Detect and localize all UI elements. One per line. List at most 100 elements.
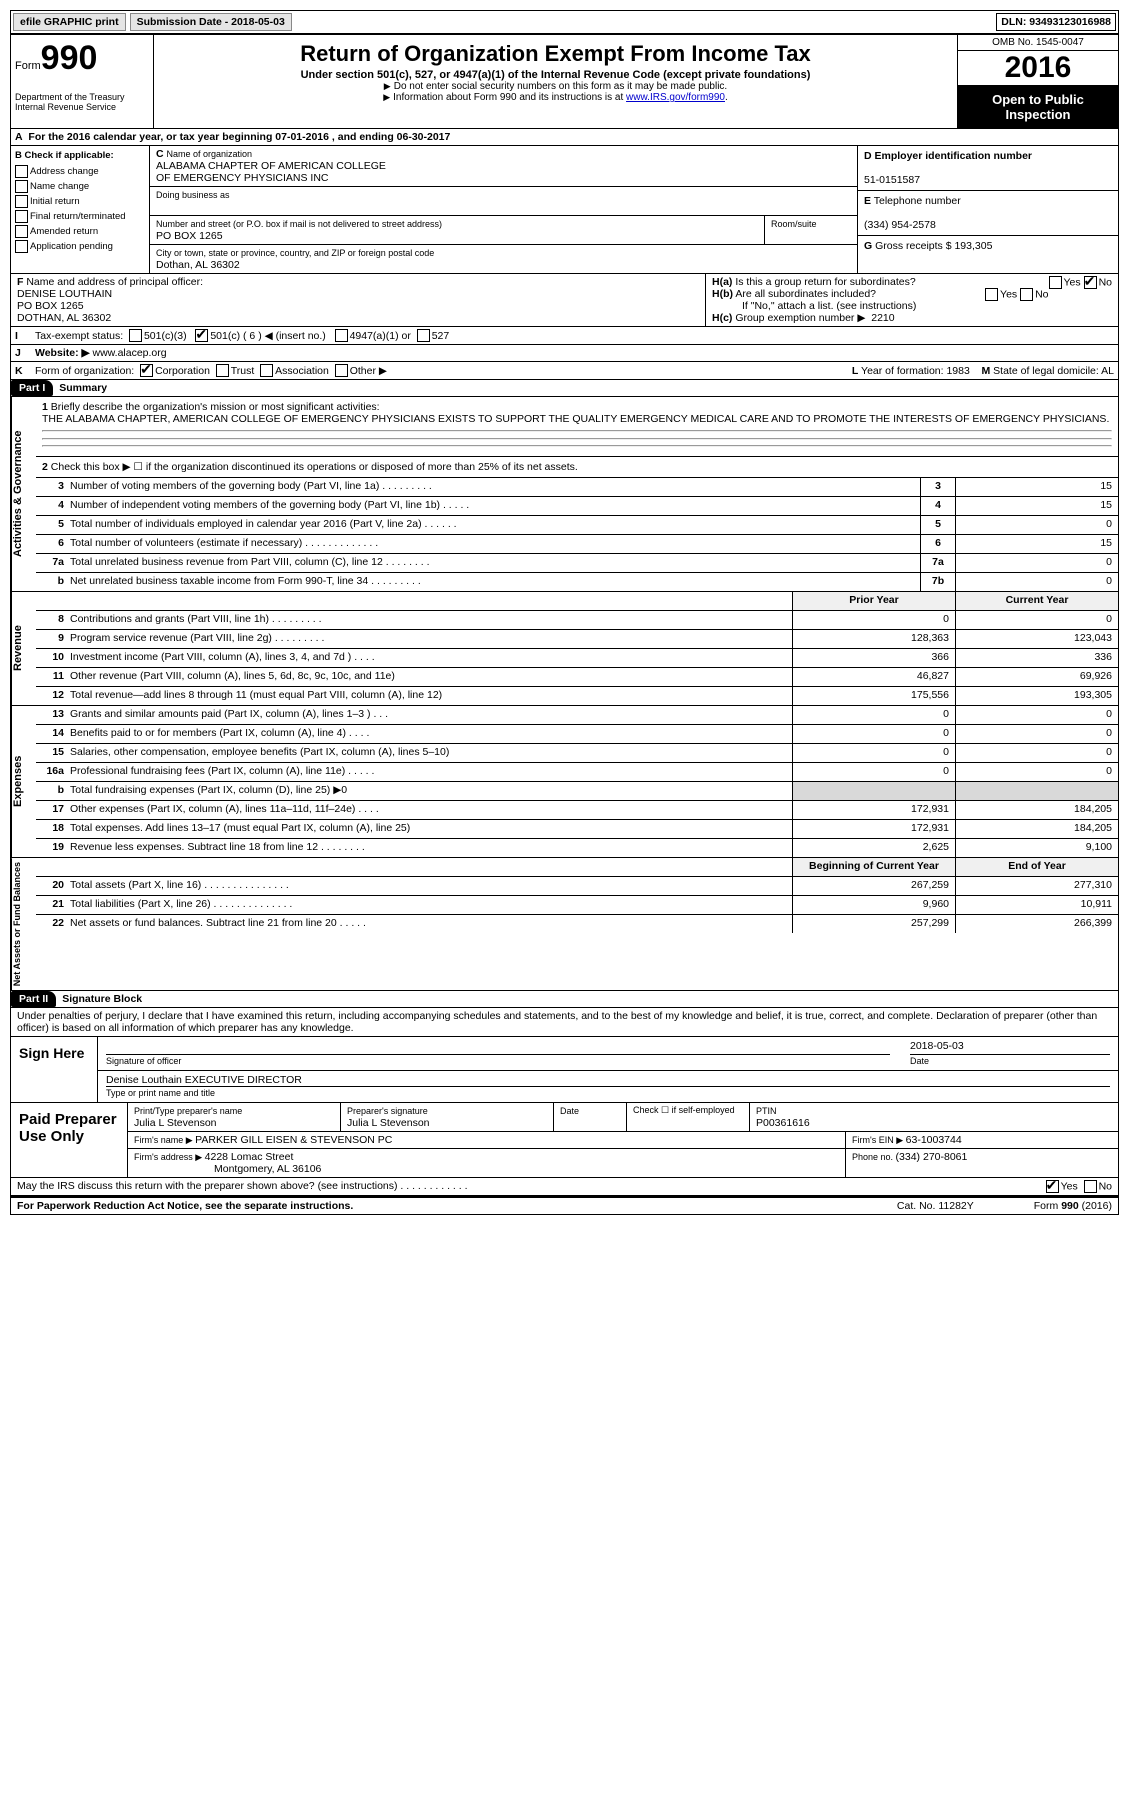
form-header: Form990 Department of the Treasury Inter…	[10, 35, 1119, 129]
section-c: C Name of organization ALABAMA CHAPTER O…	[150, 146, 857, 273]
row-j: J Website: ▶ www.alacep.org	[10, 345, 1119, 362]
ein-value: 51-0151587	[864, 174, 920, 186]
footer-row: For Paperwork Reduction Act Notice, see …	[10, 1196, 1119, 1215]
cb-initial-return[interactable]: Initial return	[15, 195, 145, 208]
part-2-title: Signature Block	[56, 991, 148, 1007]
row-k-l-m: K Form of organization: Corporation Trus…	[10, 362, 1119, 380]
firm-addr2: Montgomery, AL 36106	[214, 1163, 321, 1175]
efile-print-button[interactable]: efile GRAPHIC print	[13, 13, 126, 31]
cb-application-pending[interactable]: Application pending	[15, 240, 145, 253]
summary-line: 16aProfessional fundraising fees (Part I…	[36, 763, 1118, 782]
summary-line: 7aTotal unrelated business revenue from …	[36, 554, 1118, 573]
prep-name: Julia L Stevenson	[134, 1117, 217, 1129]
dln-box: DLN: 93493123016988	[996, 13, 1116, 31]
subdate-value: 2018-05-03	[231, 16, 285, 28]
sig-officer-label: Signature of officer	[106, 1056, 181, 1066]
summary-line: 12Total revenue—add lines 8 through 11 (…	[36, 687, 1118, 705]
section-f: F Name and address of principal officer:…	[11, 274, 706, 326]
form-org-label: Form of organization:	[35, 365, 134, 377]
firm-addr-label: Firm's address ▶	[134, 1152, 205, 1162]
phone-label: Telephone number	[874, 195, 961, 207]
cb-amended-return[interactable]: Amended return	[15, 225, 145, 238]
current-year-header: Current Year	[955, 592, 1118, 610]
dba-label: Doing business as	[156, 190, 230, 200]
hb-text: Are all subordinates included?	[735, 288, 876, 300]
address-label: Number and street (or P.O. box if mail i…	[156, 219, 442, 229]
summary-line: 19Revenue less expenses. Subtract line 1…	[36, 839, 1118, 857]
opt-4947: 4947(a)(1) or	[350, 330, 411, 342]
cb-name-change[interactable]: Name change	[15, 180, 145, 193]
state-domicile-val: AL	[1101, 365, 1114, 377]
city-value: Dothan, AL 36302	[156, 259, 240, 271]
expenses-section: Expenses 13Grants and similar amounts pa…	[10, 706, 1119, 858]
year-formation-label: Year of formation:	[861, 365, 946, 377]
summary-line: 5Total number of individuals employed in…	[36, 516, 1118, 535]
sign-date: 2018-05-03	[910, 1040, 1110, 1055]
mission-block: 1 Briefly describe the organization's mi…	[36, 397, 1118, 457]
begin-year-header: Beginning of Current Year	[792, 858, 955, 876]
sign-here-label: Sign Here	[11, 1037, 98, 1102]
summary-line: 9Program service revenue (Part VIII, lin…	[36, 630, 1118, 649]
firm-phone: (334) 270-8061	[896, 1151, 968, 1163]
year-cell: OMB No. 1545-0047 2016 Open to Public In…	[957, 35, 1118, 128]
instructions-link[interactable]: www.IRS.gov/form990	[626, 92, 725, 103]
dba-cell: Doing business as	[150, 187, 857, 216]
instructions-note: Information about Form 990 and its instr…	[164, 92, 947, 103]
phone-cell: E Telephone number (334) 954-2578	[858, 191, 1118, 236]
summary-line: 4Number of independent voting members of…	[36, 497, 1118, 516]
form-number: 990	[41, 39, 98, 77]
firm-ein: 63-1003744	[906, 1134, 962, 1146]
summary-line: 20Total assets (Part X, line 16) . . . .…	[36, 877, 1118, 896]
form-word: Form	[15, 60, 41, 72]
hc-label: Group exemption number ▶	[735, 312, 865, 324]
dln-label: DLN:	[1001, 16, 1029, 28]
net-assets-section: Net Assets or Fund Balances Beginning of…	[10, 858, 1119, 991]
header-center: Return of Organization Exempt From Incom…	[154, 35, 957, 128]
officer-addr1: PO BOX 1265	[17, 300, 84, 312]
state-domicile-label: State of legal domicile:	[993, 365, 1101, 377]
firm-name-label: Firm's name ▶	[134, 1135, 195, 1145]
officer-addr2: DOTHAN, AL 36302	[17, 312, 111, 324]
cb-address-change[interactable]: Address change	[15, 165, 145, 178]
cb-final-return[interactable]: Final return/terminated	[15, 210, 145, 223]
tax-year: 2016	[958, 51, 1118, 86]
vert-expenses: Expenses	[11, 706, 36, 857]
opt-501c6: 501(c) ( 6 ) ◀ (insert no.)	[210, 330, 325, 342]
summary-line: 17Other expenses (Part IX, column (A), l…	[36, 801, 1118, 820]
ssn-note: Do not enter social security numbers on …	[164, 81, 947, 92]
officer-print-label: Type or print name and title	[106, 1088, 215, 1098]
summary-line: 6Total number of volunteers (estimate if…	[36, 535, 1118, 554]
org-name-cell: C Name of organization ALABAMA CHAPTER O…	[150, 146, 857, 187]
submission-date-button[interactable]: Submission Date - 2018-05-03	[130, 13, 292, 31]
part-2-header: Part II Signature Block	[10, 991, 1119, 1008]
prep-name-label: Print/Type preparer's name	[134, 1106, 242, 1116]
summary-line: 15Salaries, other compensation, employee…	[36, 744, 1118, 763]
row-i: I Tax-exempt status: 501(c)(3) 501(c) ( …	[10, 327, 1119, 345]
mission-text: THE ALABAMA CHAPTER, AMERICAN COLLEGE OF…	[42, 413, 1109, 425]
room-label: Room/suite	[771, 219, 817, 229]
summary-line: 18Total expenses. Add lines 13–17 (must …	[36, 820, 1118, 839]
paid-preparer-label: Paid Preparer Use Only	[11, 1103, 128, 1177]
prep-self-employed: Check ☐ if self-employed	[627, 1103, 750, 1131]
year-header-row: Prior Year Current Year	[36, 592, 1118, 611]
row-a-tax-year: A For the 2016 calendar year, or tax yea…	[10, 129, 1119, 146]
prep-sig: Julia L Stevenson	[347, 1117, 430, 1129]
f-h-block: F Name and address of principal officer:…	[10, 274, 1119, 327]
address-value: PO BOX 1265	[156, 230, 223, 242]
sign-here-block: Sign Here Signature of officer 2018-05-0…	[10, 1037, 1119, 1103]
ha-text: Is this a group return for subordinates?	[735, 276, 915, 288]
opt-527: 527	[432, 330, 450, 342]
revenue-section: Revenue Prior Year Current Year 8Contrib…	[10, 592, 1119, 706]
line-2: 2 Check this box ▶ ☐ if the organization…	[36, 457, 1118, 478]
section-b: B Check if applicable: Address change Na…	[11, 146, 150, 273]
subdate-label: Submission Date -	[137, 16, 232, 28]
prep-sig-label: Preparer's signature	[347, 1106, 428, 1116]
gross-label: Gross receipts $	[875, 240, 954, 252]
end-year-header: End of Year	[955, 858, 1118, 876]
year-formation-val: 1983	[946, 365, 969, 377]
org-name-label: Name of organization	[167, 149, 253, 159]
city-cell: City or town, state or province, country…	[150, 245, 857, 273]
tax-status-label: Tax-exempt status:	[35, 330, 123, 342]
firm-name: PARKER GILL EISEN & STEVENSON PC	[195, 1134, 392, 1146]
form-number-cell: Form990 Department of the Treasury Inter…	[11, 35, 154, 128]
